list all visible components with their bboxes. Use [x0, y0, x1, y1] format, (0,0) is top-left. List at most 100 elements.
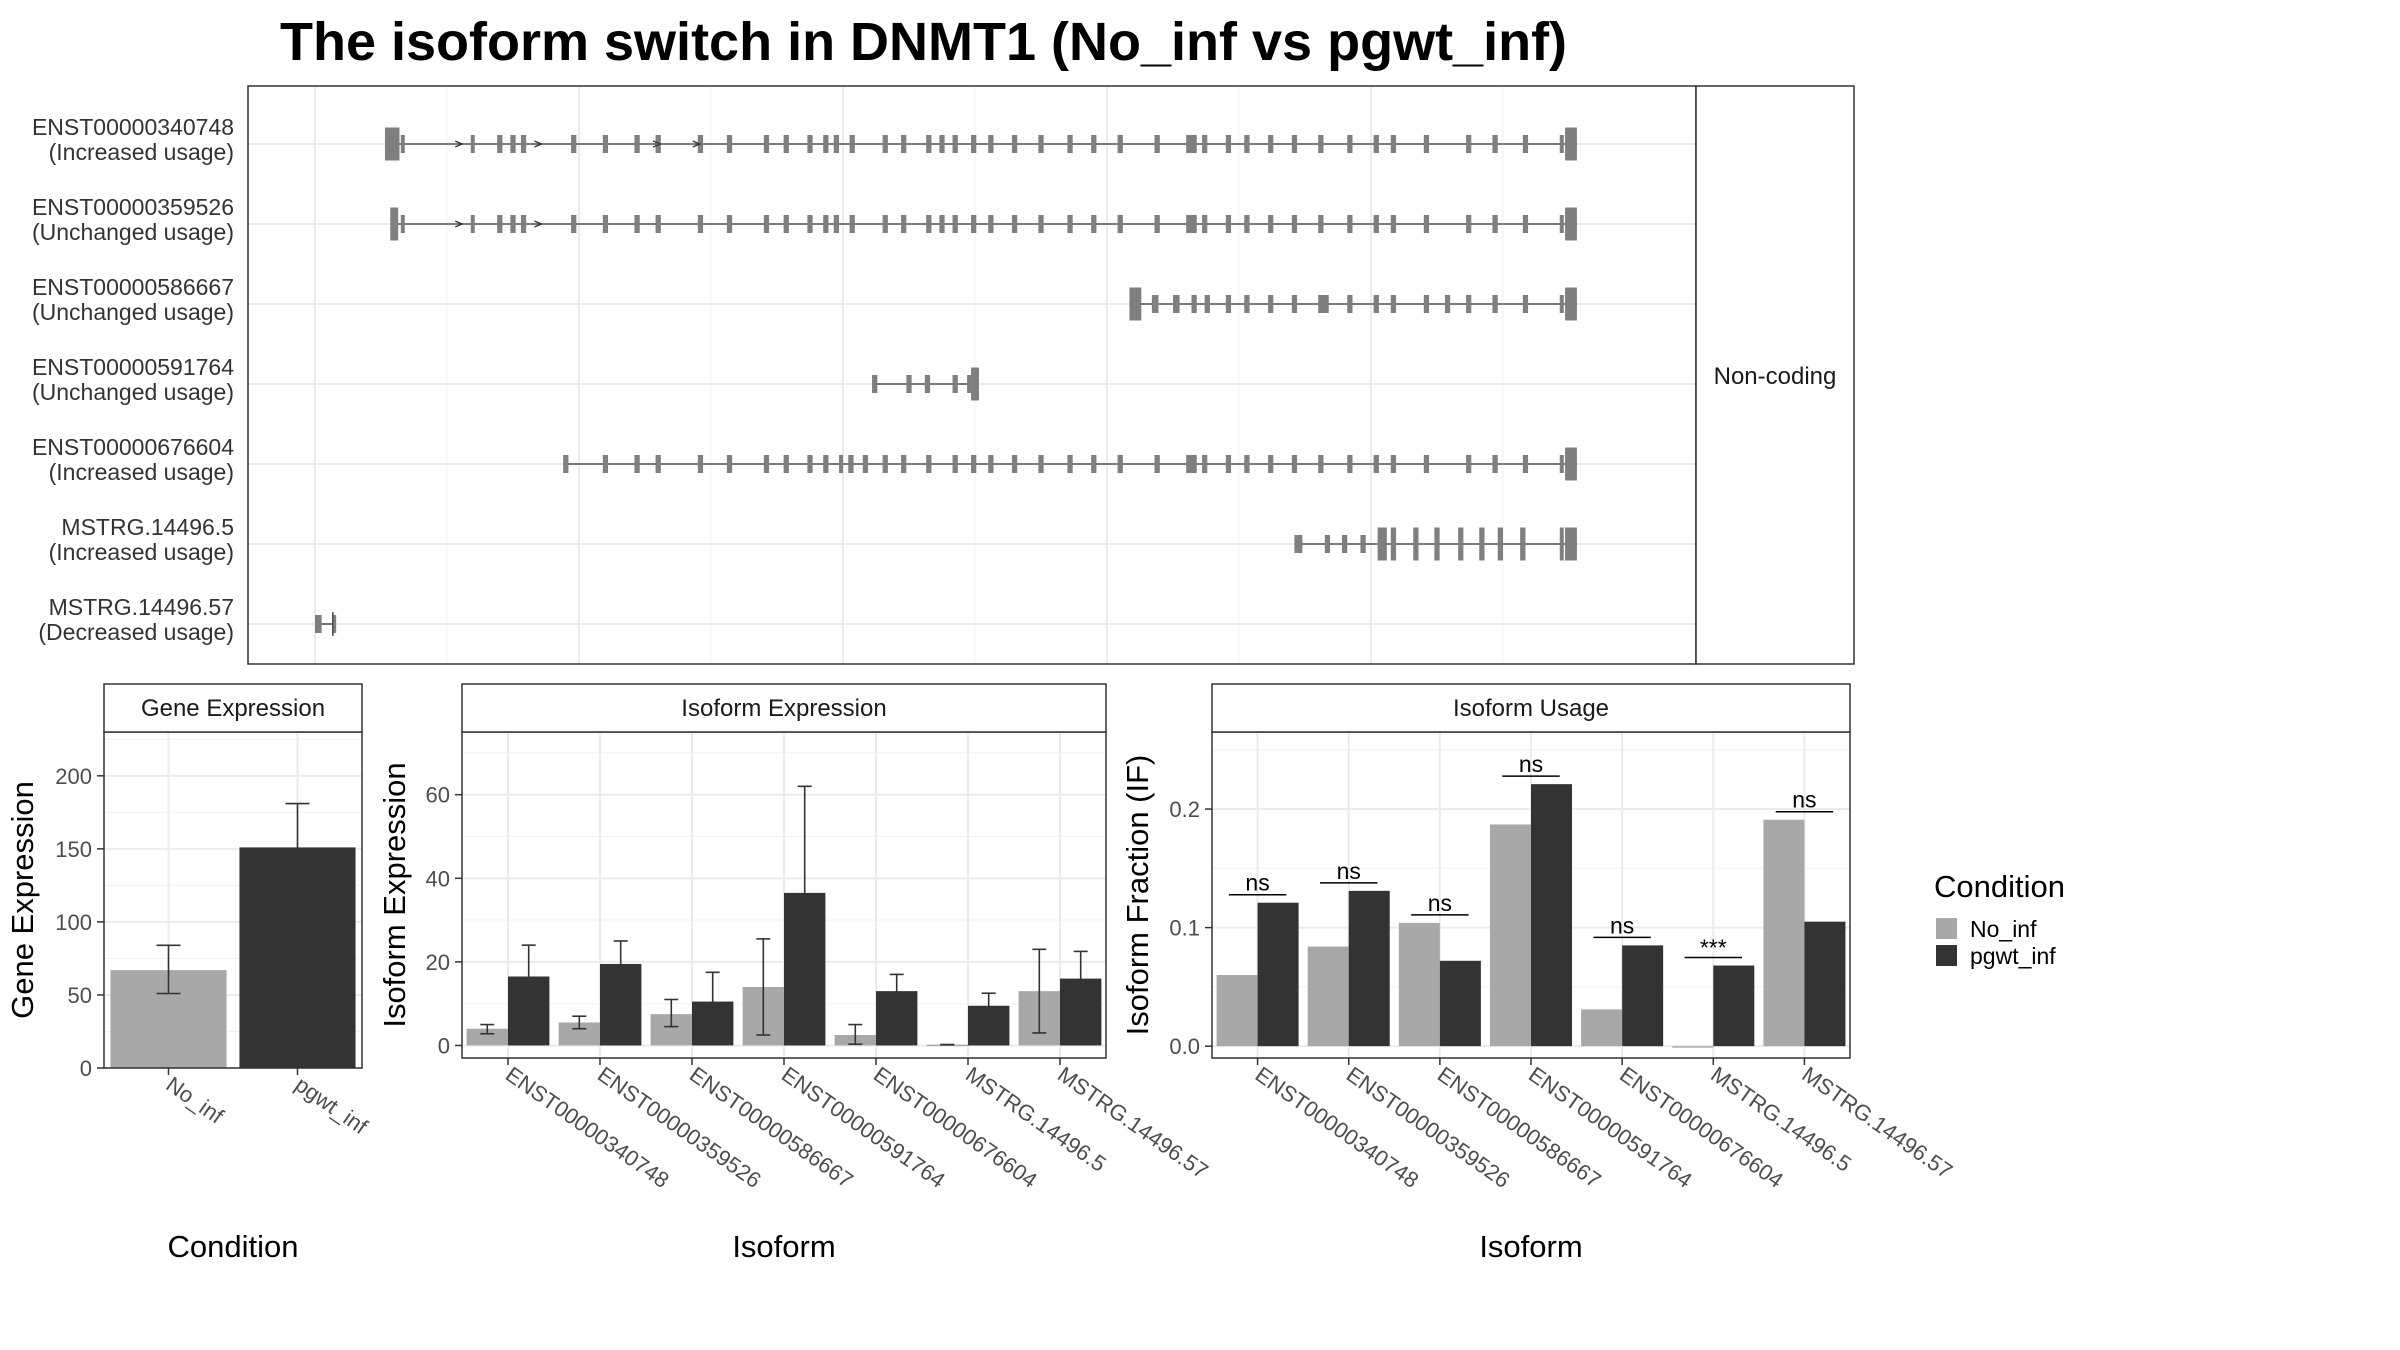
exon [971, 215, 977, 233]
bar [1581, 1009, 1623, 1047]
exon [1497, 527, 1503, 561]
exon [924, 375, 931, 393]
exon [634, 135, 640, 153]
exon [939, 135, 945, 153]
exon [1390, 455, 1397, 473]
exon [726, 455, 733, 473]
bar [558, 1022, 600, 1046]
exon [1434, 527, 1440, 561]
exon [510, 215, 516, 233]
y-tick-label: 0 [80, 1056, 92, 1081]
bar [1622, 945, 1664, 1047]
exon [1186, 215, 1197, 233]
isoform-row-usage: (Increased usage) [49, 539, 234, 565]
intron-direction-arrow [534, 220, 544, 228]
y-tick-label: 40 [426, 866, 450, 891]
exon [1423, 295, 1430, 313]
significance-label: ns [1245, 870, 1269, 896]
exon [1225, 215, 1232, 233]
exon [1191, 295, 1197, 313]
isoform-row-id: ENST00000359526 [32, 194, 234, 220]
exon [1294, 535, 1303, 553]
exon [952, 215, 958, 233]
exon [1413, 527, 1419, 561]
legend: Condition No_inf pgwt_inf [1934, 869, 2065, 969]
intron-direction-arrow [534, 140, 544, 148]
exon [1565, 127, 1577, 161]
exon [807, 135, 813, 153]
exon [602, 135, 609, 153]
exon [1423, 215, 1430, 233]
exon [1522, 455, 1529, 473]
exon [1390, 215, 1397, 233]
exon [1291, 455, 1298, 473]
exon [1038, 135, 1044, 153]
bar [1531, 784, 1573, 1047]
exon [1067, 215, 1073, 233]
exon [1390, 135, 1397, 153]
exon [783, 135, 789, 153]
exon [939, 215, 945, 233]
exon [839, 455, 844, 473]
exon [1225, 455, 1232, 473]
exon [1423, 135, 1430, 153]
isoform-row-id: MSTRG.14496.5 [61, 514, 234, 540]
isoform-row-id: MSTRG.14496.57 [49, 594, 234, 620]
exon [470, 215, 475, 233]
bar [1398, 922, 1440, 1047]
exon [1492, 215, 1498, 233]
exon [1244, 215, 1250, 233]
panel-strip [1211, 683, 1851, 733]
isoform-row-usage: (Unchanged usage) [32, 299, 234, 325]
legend-title: Condition [1934, 869, 2065, 904]
exon [1268, 455, 1274, 473]
exon [697, 455, 704, 473]
exon [872, 375, 878, 393]
exon [926, 135, 932, 153]
exon [971, 135, 977, 153]
x-tick-label: ENST00000591764 [1524, 1062, 1697, 1193]
y-tick-label: 50 [68, 983, 92, 1008]
exon [1244, 295, 1250, 313]
exon [1466, 455, 1472, 473]
exon [634, 215, 640, 233]
significance-label: *** [1700, 935, 1727, 961]
exon [1154, 135, 1160, 153]
y-axis-title: Gene Expression [5, 781, 40, 1019]
exon [602, 215, 609, 233]
exon [1347, 215, 1353, 233]
y-tick-label: 200 [55, 764, 92, 789]
exon [1522, 295, 1529, 313]
exon [1520, 527, 1526, 561]
y-tick-label: 0.0 [1169, 1034, 1200, 1059]
exon [1373, 215, 1379, 233]
exon [520, 135, 527, 153]
exon [901, 455, 907, 473]
legend-label-pgwt-inf: pgwt_inf [1970, 943, 2056, 969]
x-axis-title: Condition [168, 1229, 299, 1264]
exon [1318, 295, 1329, 313]
exon [807, 215, 813, 233]
x-tick-label: No_inf [162, 1072, 229, 1129]
bar [1804, 921, 1846, 1047]
bar [1348, 890, 1390, 1047]
y-tick-label: 0 [438, 1033, 450, 1058]
x-axis-title: Isoform [732, 1229, 835, 1264]
exon [1373, 295, 1379, 313]
exon [400, 215, 405, 233]
exon [952, 375, 958, 393]
exon [971, 455, 977, 473]
panel-strip-label: Isoform Expression [681, 695, 886, 722]
exon [1373, 455, 1379, 473]
exon [763, 455, 770, 473]
exon [571, 215, 577, 233]
exon [1225, 295, 1232, 313]
y-tick-label: 100 [55, 910, 92, 935]
significance-label: ns [1428, 890, 1452, 916]
exon [1268, 135, 1274, 153]
isoform-row-usage: (Unchanged usage) [32, 379, 234, 405]
exon [1117, 135, 1123, 153]
exon [1291, 215, 1298, 233]
exon [655, 215, 661, 233]
exon [1011, 215, 1018, 233]
